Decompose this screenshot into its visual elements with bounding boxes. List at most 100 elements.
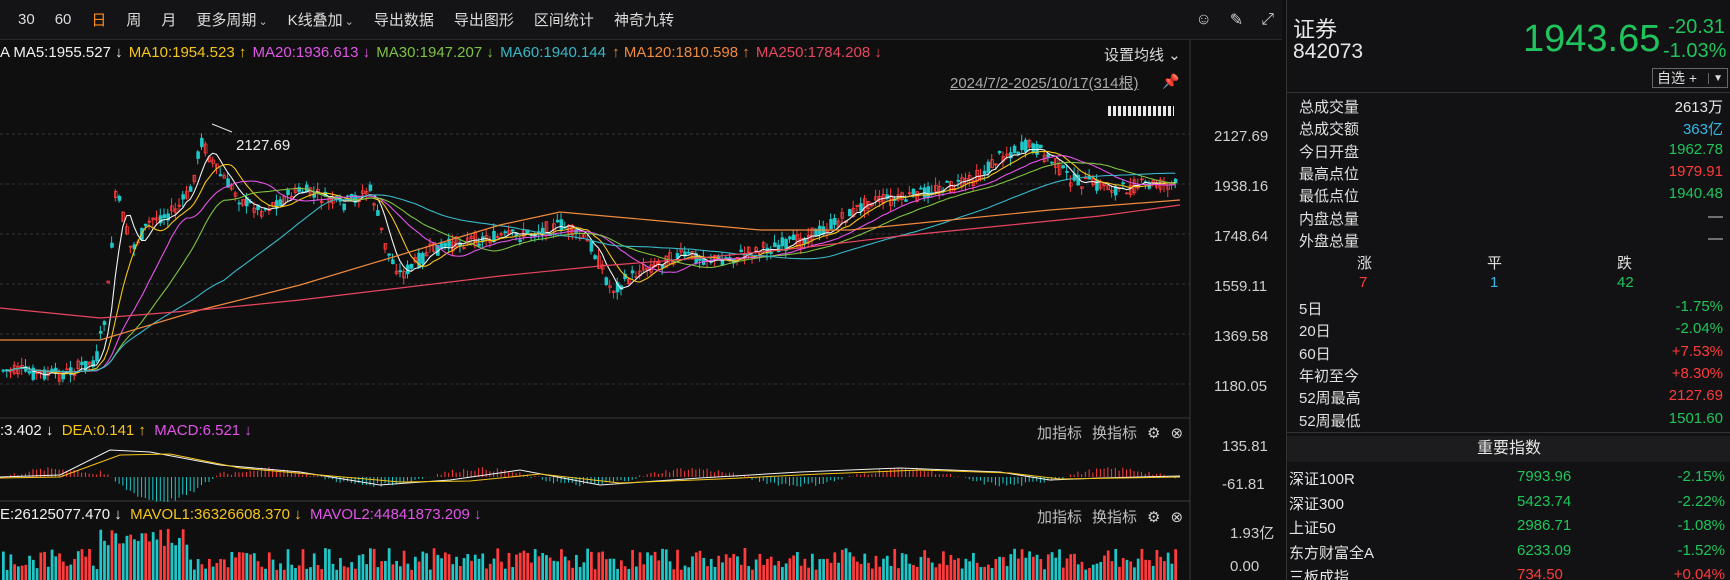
toolbar-item[interactable]: 60 [54, 11, 72, 28]
toolbar-item[interactable]: 神奇九转 [613, 12, 674, 29]
volume-bar [638, 552, 642, 580]
toolbar-item[interactable]: 导出数据 [373, 12, 434, 29]
chevron-down-icon: ⌄ [344, 16, 354, 28]
legend-item: :3.402 ↓ [0, 422, 58, 439]
legend-item: MA20:1936.613 ↓ [252, 44, 375, 61]
toolbar-item[interactable]: 区间统计 [533, 12, 594, 29]
volume-bar [1058, 549, 1061, 580]
dea-line [0, 453, 1181, 484]
index-row[interactable]: 上证50 2986.71 -1.08% [1289, 517, 1725, 541]
volume-bar [35, 568, 39, 580]
volume-bar [13, 564, 16, 580]
volume-bar [612, 558, 616, 580]
candle-body [50, 368, 54, 371]
toolbar-item[interactable]: 周 [126, 12, 142, 29]
toolbar-item[interactable]: K线叠加 ⌄ [287, 12, 354, 29]
chevron-down-icon[interactable]: ▼ [1708, 72, 1723, 84]
candle-body [1046, 153, 1051, 157]
volume-bar [24, 564, 28, 580]
expand-icon[interactable]: ⤢ [1261, 11, 1274, 28]
volume-bar [766, 558, 769, 580]
kline-chart-area[interactable] [0, 40, 1282, 580]
ma-line [2, 150, 1176, 375]
brush-icon[interactable]: ✎ [1229, 12, 1244, 29]
volume-bar [5, 569, 9, 580]
volume-bar [447, 554, 451, 580]
candle-body [233, 192, 238, 197]
candle-body [16, 366, 21, 375]
candle-body [555, 219, 560, 223]
candle-body [855, 204, 860, 207]
candle-body [570, 225, 575, 236]
add-watchlist-button[interactable]: 自选 + ▼ [1652, 68, 1728, 88]
volume-bar [563, 556, 567, 580]
candle-body [600, 264, 605, 270]
perf-label: 52周最低 [1299, 412, 1361, 430]
toolbar-item[interactable]: 月 [161, 12, 177, 29]
stat-row: 外盘总量 — [1299, 230, 1723, 252]
volume-bar [256, 561, 260, 580]
volume-bar [560, 549, 563, 580]
volume-bar [215, 562, 219, 580]
volume-bar [365, 564, 369, 580]
volume-bar [267, 552, 271, 580]
toolbar-item[interactable]: 导出图形 [453, 12, 514, 29]
candle-body [863, 198, 867, 212]
date-range-label[interactable]: 2024/7/2-2025/10/17(314根) [950, 75, 1139, 92]
volume-bar [297, 565, 301, 580]
volume-bar [840, 549, 844, 580]
volume-bar [998, 556, 1001, 580]
candle-body [65, 368, 69, 371]
flat-count: 1 [1490, 274, 1499, 291]
volume-bar [537, 556, 541, 580]
kline-chart-svg[interactable] [0, 40, 1282, 580]
candle-body [769, 252, 773, 254]
candle-body [630, 270, 635, 274]
volume-bar [1028, 551, 1031, 580]
gear-icon[interactable]: ⚙ [1147, 508, 1161, 526]
candle-body [218, 174, 223, 177]
volume-bar [784, 563, 788, 580]
volume-bar [897, 568, 900, 580]
candle-body [110, 242, 114, 248]
smile-icon[interactable]: ☺ [1195, 11, 1212, 28]
add-indicator-button[interactable]: 加指标 [1037, 425, 1083, 442]
candle-body [98, 331, 103, 334]
toolbar-item[interactable]: 30 [18, 11, 35, 28]
volume-bar [990, 568, 994, 580]
index-row[interactable]: 深证100R 7993.96 -2.15% [1289, 468, 1725, 492]
toolbar-item[interactable]: 更多周期 ⌄ [196, 12, 268, 29]
index-row[interactable]: 东方财富全A 6233.09 -1.52% [1289, 542, 1725, 566]
toolbar-item[interactable]: 日 [91, 12, 107, 29]
stat-value: 1940.48 [1668, 185, 1723, 203]
volume-bar [788, 558, 792, 580]
dash-legend-marker [1108, 106, 1174, 116]
volume-bar [597, 552, 601, 580]
volume-bar [623, 566, 627, 580]
volume-bar [1170, 563, 1174, 580]
volume-bar [39, 552, 43, 580]
close-icon[interactable]: ⊗ [1170, 508, 1184, 526]
volume-bar [1166, 552, 1170, 580]
candle-body [934, 184, 938, 192]
volume-bar [541, 553, 545, 580]
ma-settings-button[interactable]: 设置均线 ⌄ [1104, 47, 1181, 64]
legend-item: MAVOL1:36326608.370 ↓ [125, 506, 306, 523]
volume-bar [174, 545, 178, 580]
pin-icon[interactable]: 📌 [1162, 73, 1180, 89]
volume-bar [556, 561, 560, 580]
volume-tools: 加指标 换指标 ⚙ ⊗ [1037, 506, 1183, 527]
volume-bar [354, 568, 357, 580]
volume-bar [702, 557, 706, 580]
price-change: -20.31 [1668, 16, 1725, 38]
watchlist-label: 自选 + [1657, 70, 1698, 86]
index-row[interactable]: 三板成指 734.50 +0.04% [1289, 566, 1725, 580]
add-indicator-button[interactable]: 加指标 [1037, 509, 1083, 526]
close-icon[interactable]: ⊗ [1170, 424, 1184, 442]
index-row[interactable]: 深证300 5423.74 -2.22% [1289, 493, 1725, 517]
period-tabs: 30 60 日 周 月 更多周期 ⌄ K线叠加 ⌄ 导出数据 导出图形 区间统计 神奇九转 [0, 9, 684, 30]
switch-indicator-button[interactable]: 换指标 [1092, 509, 1138, 526]
volume-bar [305, 568, 309, 580]
gear-icon[interactable]: ⚙ [1147, 424, 1161, 442]
switch-indicator-button[interactable]: 换指标 [1092, 425, 1138, 442]
